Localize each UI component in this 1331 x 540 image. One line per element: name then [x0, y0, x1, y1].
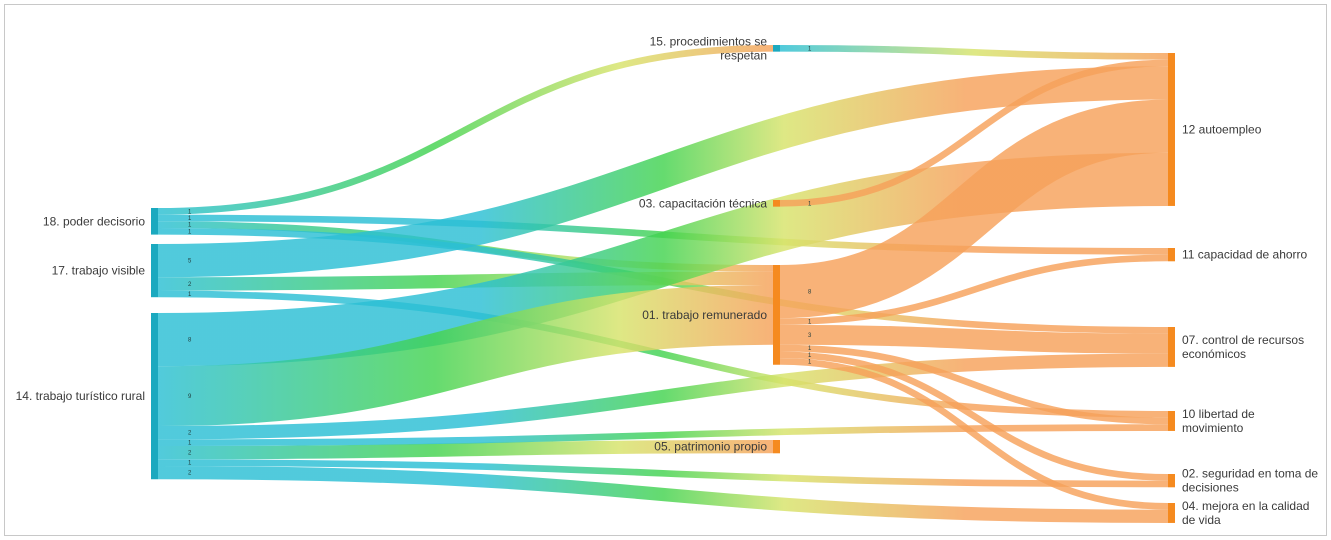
link-value-label: 1 — [808, 46, 812, 52]
node-n14[interactable] — [151, 313, 158, 480]
links-layer — [157, 45, 1169, 523]
link-value-label: 1 — [808, 320, 812, 326]
link-value-label: 1 — [808, 353, 812, 359]
link-value-label: 1 — [188, 209, 192, 215]
node-label-n14: 14. trabajo turístico rural — [16, 389, 145, 403]
node-n07[interactable] — [1168, 327, 1175, 367]
link-value-label: 2 — [188, 471, 192, 477]
node-label-n15: 15. procedimientos se respetan — [650, 34, 768, 62]
node-n12[interactable] — [1168, 53, 1175, 206]
node-label-n05: 05. patrimonio propio — [654, 440, 767, 454]
node-n01[interactable] — [773, 265, 780, 365]
node-label-n07: 07. control de recursos económicos — [1182, 333, 1304, 361]
node-label-n11: 11 capacidad de ahorro — [1182, 248, 1308, 262]
link-value-label: 1 — [188, 216, 192, 222]
node-n02[interactable] — [1168, 474, 1175, 488]
link-n14-n07[interactable] — [157, 353, 1169, 440]
link-n01-n12[interactable] — [779, 99, 1169, 319]
node-labels-layer: 18. poder decisorio 17. trabajo visible 14… — [16, 34, 1319, 527]
link-n14-n01[interactable] — [157, 284, 774, 427]
node-n18[interactable] — [151, 208, 158, 235]
node-n11[interactable] — [1168, 248, 1175, 262]
node-label-n01: 01. trabajo remunerado — [642, 308, 767, 322]
node-n10[interactable] — [1168, 411, 1175, 431]
link-n01-n07[interactable] — [779, 324, 1169, 354]
node-n05[interactable] — [773, 440, 780, 454]
link-n18-n15[interactable] — [157, 45, 774, 215]
node-n15[interactable] — [773, 45, 780, 52]
link-n03-n12[interactable] — [779, 59, 1169, 207]
link-n01-n04[interactable] — [779, 358, 1169, 510]
link-n14-n10[interactable] — [157, 424, 1169, 446]
link-n15-n12[interactable] — [779, 45, 1169, 60]
node-n03[interactable] — [773, 200, 780, 207]
link-value-label: 1 — [188, 461, 192, 467]
node-label-n02: 02. seguridad en toma de decisiones — [1182, 467, 1318, 495]
link-n14-n04[interactable] — [157, 465, 1169, 523]
link-n17-n12[interactable] — [157, 66, 1169, 278]
link-n01-n02[interactable] — [779, 351, 1169, 481]
link-value-label: 2 — [188, 431, 192, 437]
link-value-label: 2 — [188, 282, 192, 288]
link-value-label: 8 — [808, 290, 812, 296]
node-label-n03: 03. capacitación técnica — [639, 196, 767, 210]
link-value-label: 1 — [808, 201, 812, 207]
node-n17[interactable] — [151, 244, 158, 298]
link-value-label: 8 — [188, 338, 192, 344]
link-value-label: 1 — [188, 223, 192, 229]
node-label-n10: 10 libertad de movimiento — [1182, 407, 1255, 435]
link-value-label: 9 — [188, 394, 192, 400]
link-n01-n11[interactable] — [779, 254, 1169, 325]
node-label-n12: 12 autoempleo — [1182, 122, 1262, 136]
link-value-label: 1 — [188, 441, 192, 447]
link-n14-n02[interactable] — [157, 459, 1169, 488]
link-n17-n10[interactable] — [157, 290, 1169, 418]
nodes-layer — [151, 45, 1175, 523]
node-n04[interactable] — [1168, 503, 1175, 523]
node-label-n04: 04. mejora en la calidad de vida — [1182, 499, 1309, 527]
link-value-label: 2 — [188, 451, 192, 457]
link-value-label: 1 — [188, 229, 192, 235]
link-value-label: 1 — [808, 359, 812, 365]
link-value-label: 5 — [188, 259, 192, 265]
link-n01-n10[interactable] — [779, 344, 1169, 425]
link-value-label: 1 — [808, 346, 812, 352]
link-value-label: 3 — [808, 333, 812, 339]
link-n14-n05[interactable] — [157, 440, 774, 460]
link-value-label: 1 — [188, 292, 192, 298]
node-label-n18: 18. poder decisorio — [43, 214, 145, 228]
node-label-n17: 17. trabajo visible — [52, 264, 146, 278]
